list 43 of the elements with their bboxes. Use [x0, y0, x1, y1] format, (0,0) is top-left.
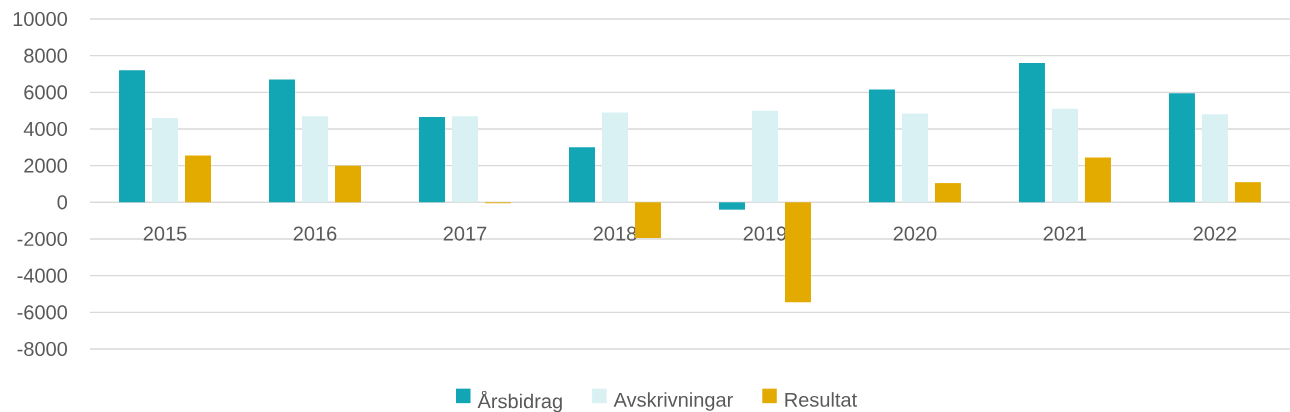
- bar: [1168, 93, 1195, 203]
- y-tick-label: -8000: [17, 341, 68, 357]
- bar: [784, 202, 811, 303]
- bar: [452, 116, 478, 203]
- bar: [302, 116, 328, 203]
- x-tick-label: 2020: [893, 226, 937, 241]
- bar: [1084, 157, 1111, 203]
- bar: [568, 147, 595, 203]
- bar: [119, 70, 146, 203]
- x-tick-label: 2017: [443, 226, 487, 241]
- y-tick-label: -2000: [17, 231, 68, 247]
- y-tick-label: 10000: [13, 11, 68, 27]
- bar: [152, 118, 179, 203]
- bar: [868, 89, 895, 203]
- bar: [718, 202, 745, 210]
- bar: [751, 110, 778, 203]
- legend-label: Årsbidrag: [477, 390, 562, 412]
- bar: [634, 202, 661, 239]
- x-tick-label: 2019: [743, 226, 787, 241]
- y-tick-label: 8000: [24, 48, 68, 63]
- bar: [901, 113, 928, 203]
- legend-label: Resultat: [785, 392, 857, 407]
- y-tick-label: -4000: [17, 268, 68, 283]
- bar: [1234, 182, 1261, 203]
- x-tick-label: 2016: [293, 226, 337, 241]
- bar: [335, 165, 361, 203]
- y-tick-label: 2000: [24, 158, 68, 173]
- bar: [601, 112, 628, 203]
- bar: [269, 79, 296, 203]
- bar: [1018, 62, 1045, 203]
- bar: [185, 155, 212, 203]
- bar: [1201, 114, 1228, 203]
- y-tick-label: 0: [57, 195, 68, 210]
- x-tick-label: 2022: [1193, 226, 1237, 241]
- y-tick-label: 6000: [24, 85, 68, 100]
- legend-label: Avskrivningar: [613, 392, 733, 411]
- x-tick-label: 2015: [143, 226, 187, 241]
- bar: [419, 117, 445, 203]
- bar: [1051, 108, 1078, 203]
- bar: [934, 183, 961, 203]
- x-tick-label: 2021: [1043, 226, 1087, 241]
- y-tick-label: 4000: [23, 121, 68, 137]
- y-tick-label: -6000: [17, 305, 68, 320]
